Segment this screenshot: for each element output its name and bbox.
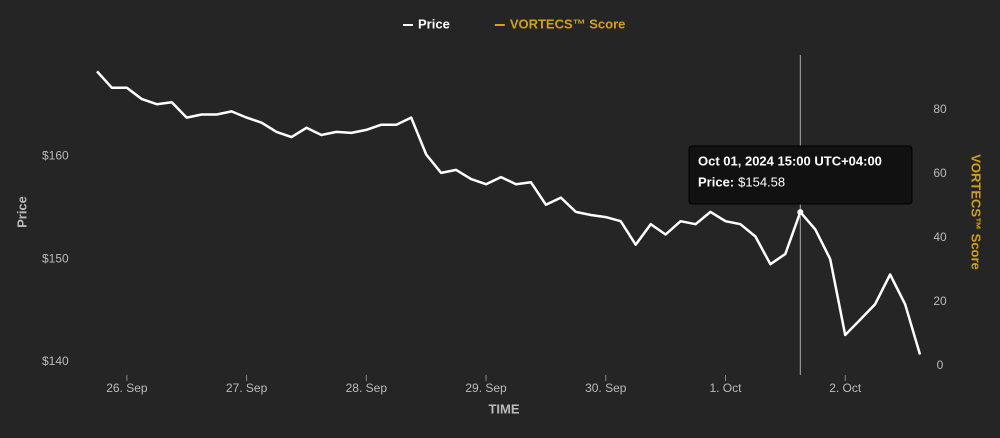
x-tick-label: 28. Sep <box>346 381 388 395</box>
x-tick-label: 27. Sep <box>226 381 268 395</box>
tooltip-box <box>688 145 913 205</box>
y2-tick-label: 60 <box>933 166 947 180</box>
x-tick-label: 1. Oct <box>709 381 742 395</box>
y2-tick-label: 20 <box>933 294 947 308</box>
legend-label: VORTECS™ Score <box>510 16 626 31</box>
x-tick-label: 26. Sep <box>106 381 148 395</box>
x-tick-label: 30. Sep <box>585 381 627 395</box>
x-tick-label: 2. Oct <box>829 381 862 395</box>
y2-tick-label: 40 <box>933 230 947 244</box>
x-tick-label: 29. Sep <box>465 381 507 395</box>
y2-tick-label: 0 <box>937 358 944 372</box>
tooltip: Oct 01, 2024 15:00 UTC+04:00 Price: $154.5… <box>688 145 913 205</box>
x-axis-title: TIME <box>488 401 519 416</box>
tooltip-value: $154.58 <box>738 174 785 189</box>
y2-axis-title: VORTECS™ Score <box>969 154 984 270</box>
tooltip-title: Oct 01, 2024 15:00 UTC+04:00 <box>698 153 882 168</box>
y-tick-label: $140 <box>42 354 69 368</box>
hover-point <box>797 209 804 216</box>
tooltip-label: Price: <box>698 174 734 189</box>
legend-label: Price <box>418 16 450 31</box>
legend: Price VORTECS™ Score <box>403 16 625 31</box>
y-axis-title: Price <box>14 196 29 228</box>
price-line <box>96 70 922 355</box>
y-tick-label: $150 <box>42 251 69 265</box>
y-tick-label: $160 <box>42 149 69 163</box>
y2-tick-label: 80 <box>933 102 947 116</box>
